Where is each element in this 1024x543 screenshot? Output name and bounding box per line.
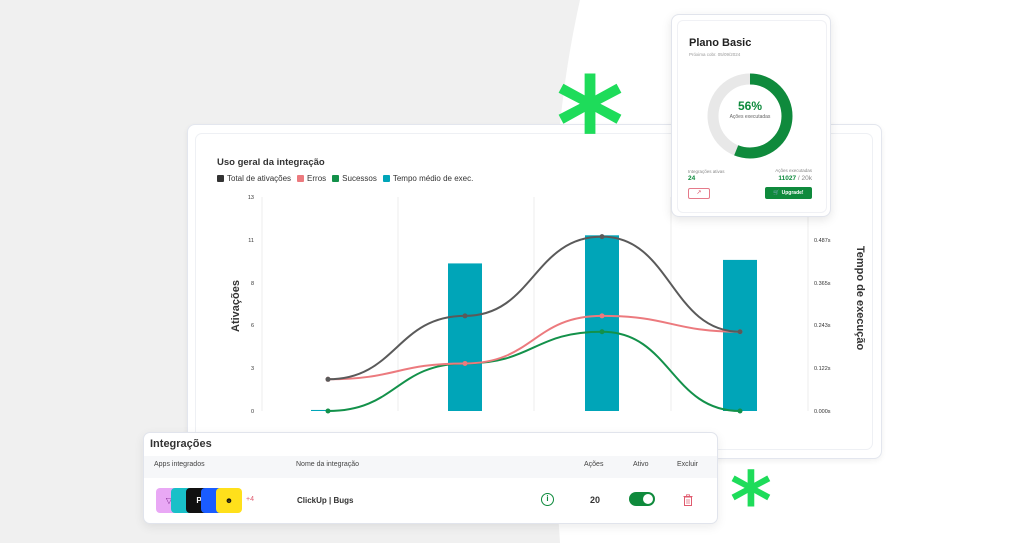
legend-swatch-erros bbox=[297, 175, 305, 182]
upgrade-label: Upgrade! bbox=[781, 190, 804, 196]
legend-erros[interactable]: Erros bbox=[297, 174, 326, 183]
integrations-table-header bbox=[144, 456, 717, 478]
col-header-excluir: Excluir bbox=[677, 461, 699, 468]
integrated-apps: ▽ P ☻ bbox=[156, 488, 246, 513]
left-tick-label: 11 bbox=[248, 238, 254, 244]
right-axis-title: Tempo de execução bbox=[854, 245, 866, 351]
col-header-name: Nome da integração bbox=[296, 461, 360, 468]
line-erros-point bbox=[462, 360, 468, 366]
line-erros bbox=[327, 314, 741, 381]
right-tick-label: 0.000s bbox=[814, 409, 831, 415]
actions-total: / 20k bbox=[796, 175, 812, 182]
active-integrations-label: Integrações ativas bbox=[688, 169, 725, 174]
legend-tempo[interactable]: Tempo médio de exec. bbox=[382, 174, 474, 183]
integrations-title: Integrações bbox=[150, 438, 212, 450]
trash-icon[interactable] bbox=[683, 494, 693, 506]
line-total-point bbox=[325, 376, 331, 382]
toggle-knob bbox=[643, 494, 653, 504]
active-toggle[interactable] bbox=[629, 492, 655, 506]
line-erros-point bbox=[599, 313, 605, 319]
left-tick-label: 0 bbox=[251, 409, 254, 415]
plan-title: Plano Basic bbox=[689, 37, 752, 49]
chart-title: Uso geral da integração bbox=[217, 157, 325, 168]
info-icon[interactable]: i bbox=[541, 493, 554, 506]
bar-tempo bbox=[448, 263, 482, 411]
legend-total[interactable]: Total de ativações bbox=[217, 174, 291, 183]
col-header-ativo: Ativo bbox=[633, 461, 649, 468]
left-tick-label: 8 bbox=[251, 281, 254, 287]
col-header-acoes: Ações bbox=[584, 461, 604, 468]
line-total-point bbox=[462, 313, 468, 319]
right-tick-label: 0.243s bbox=[814, 323, 831, 329]
line-sucessos-point bbox=[325, 408, 331, 414]
legend-label-sucessos: Sucessos bbox=[342, 174, 377, 183]
left-tick-label: 13 bbox=[248, 195, 254, 201]
plan-card bbox=[671, 14, 831, 217]
legend-swatch-sucessos bbox=[332, 175, 340, 182]
upgrade-button[interactable]: 🛒 Upgrade! bbox=[765, 187, 812, 199]
line-total-point bbox=[599, 234, 605, 240]
chart-legend: Total de ativações Erros Sucessos Tempo … bbox=[217, 174, 473, 183]
right-tick-label: 0.365s bbox=[814, 281, 831, 287]
legend-swatch-tempo bbox=[382, 175, 390, 182]
donut-progress bbox=[707, 73, 793, 159]
legend-label-tempo: Tempo médio de exec. bbox=[392, 174, 474, 183]
actions-used: 11027 bbox=[778, 175, 797, 182]
table-row[interactable] bbox=[150, 479, 712, 521]
actions-executed-value: 11027 / 20k bbox=[760, 175, 812, 182]
legend-sucessos[interactable]: Sucessos bbox=[332, 174, 377, 183]
cart-icon: 🛒 bbox=[773, 190, 780, 196]
usage-donut bbox=[707, 73, 793, 159]
plan-card-inner bbox=[678, 21, 826, 212]
asterisk-decoration-small: * bbox=[730, 455, 772, 543]
external-link-button[interactable]: ↗ bbox=[688, 188, 710, 199]
left-tick-label: 3 bbox=[251, 366, 254, 372]
actions-count: 20 bbox=[589, 495, 600, 505]
legend-label-erros: Erros bbox=[307, 174, 327, 183]
left-axis-title: Ativações bbox=[230, 280, 242, 332]
right-tick-label: 0.122s bbox=[814, 366, 831, 372]
active-integrations-value: 24 bbox=[688, 175, 696, 182]
plan-next-billing: Próxima cobr. 05/09/2024 bbox=[689, 52, 741, 57]
col-header-apps: Apps integrados bbox=[154, 461, 205, 468]
line-sucessos bbox=[327, 330, 741, 412]
line-total bbox=[327, 235, 741, 381]
integration-name[interactable]: ClickUp | Bugs bbox=[297, 496, 354, 505]
app-icon: ☻ bbox=[216, 488, 242, 513]
line-sucessos-point bbox=[599, 329, 605, 335]
line-sucessos-point bbox=[737, 408, 743, 414]
asterisk-decoration-large: * bbox=[556, 49, 624, 201]
right-tick-label: 0.487s bbox=[814, 238, 831, 244]
line-total-point bbox=[737, 329, 743, 335]
actions-executed-label: Ações executadas bbox=[775, 168, 812, 173]
more-apps-count[interactable]: +4 bbox=[246, 496, 254, 503]
donut-label: Ações executadas bbox=[729, 114, 771, 120]
left-tick-label: 6 bbox=[251, 323, 254, 329]
bar-tempo bbox=[585, 235, 619, 411]
bar-tempo bbox=[723, 259, 757, 411]
donut-percent: 56% bbox=[737, 99, 763, 113]
external-link-icon: ↗ bbox=[696, 190, 702, 196]
legend-label-total: Total de ativações bbox=[227, 174, 292, 183]
legend-swatch-total bbox=[217, 175, 224, 182]
